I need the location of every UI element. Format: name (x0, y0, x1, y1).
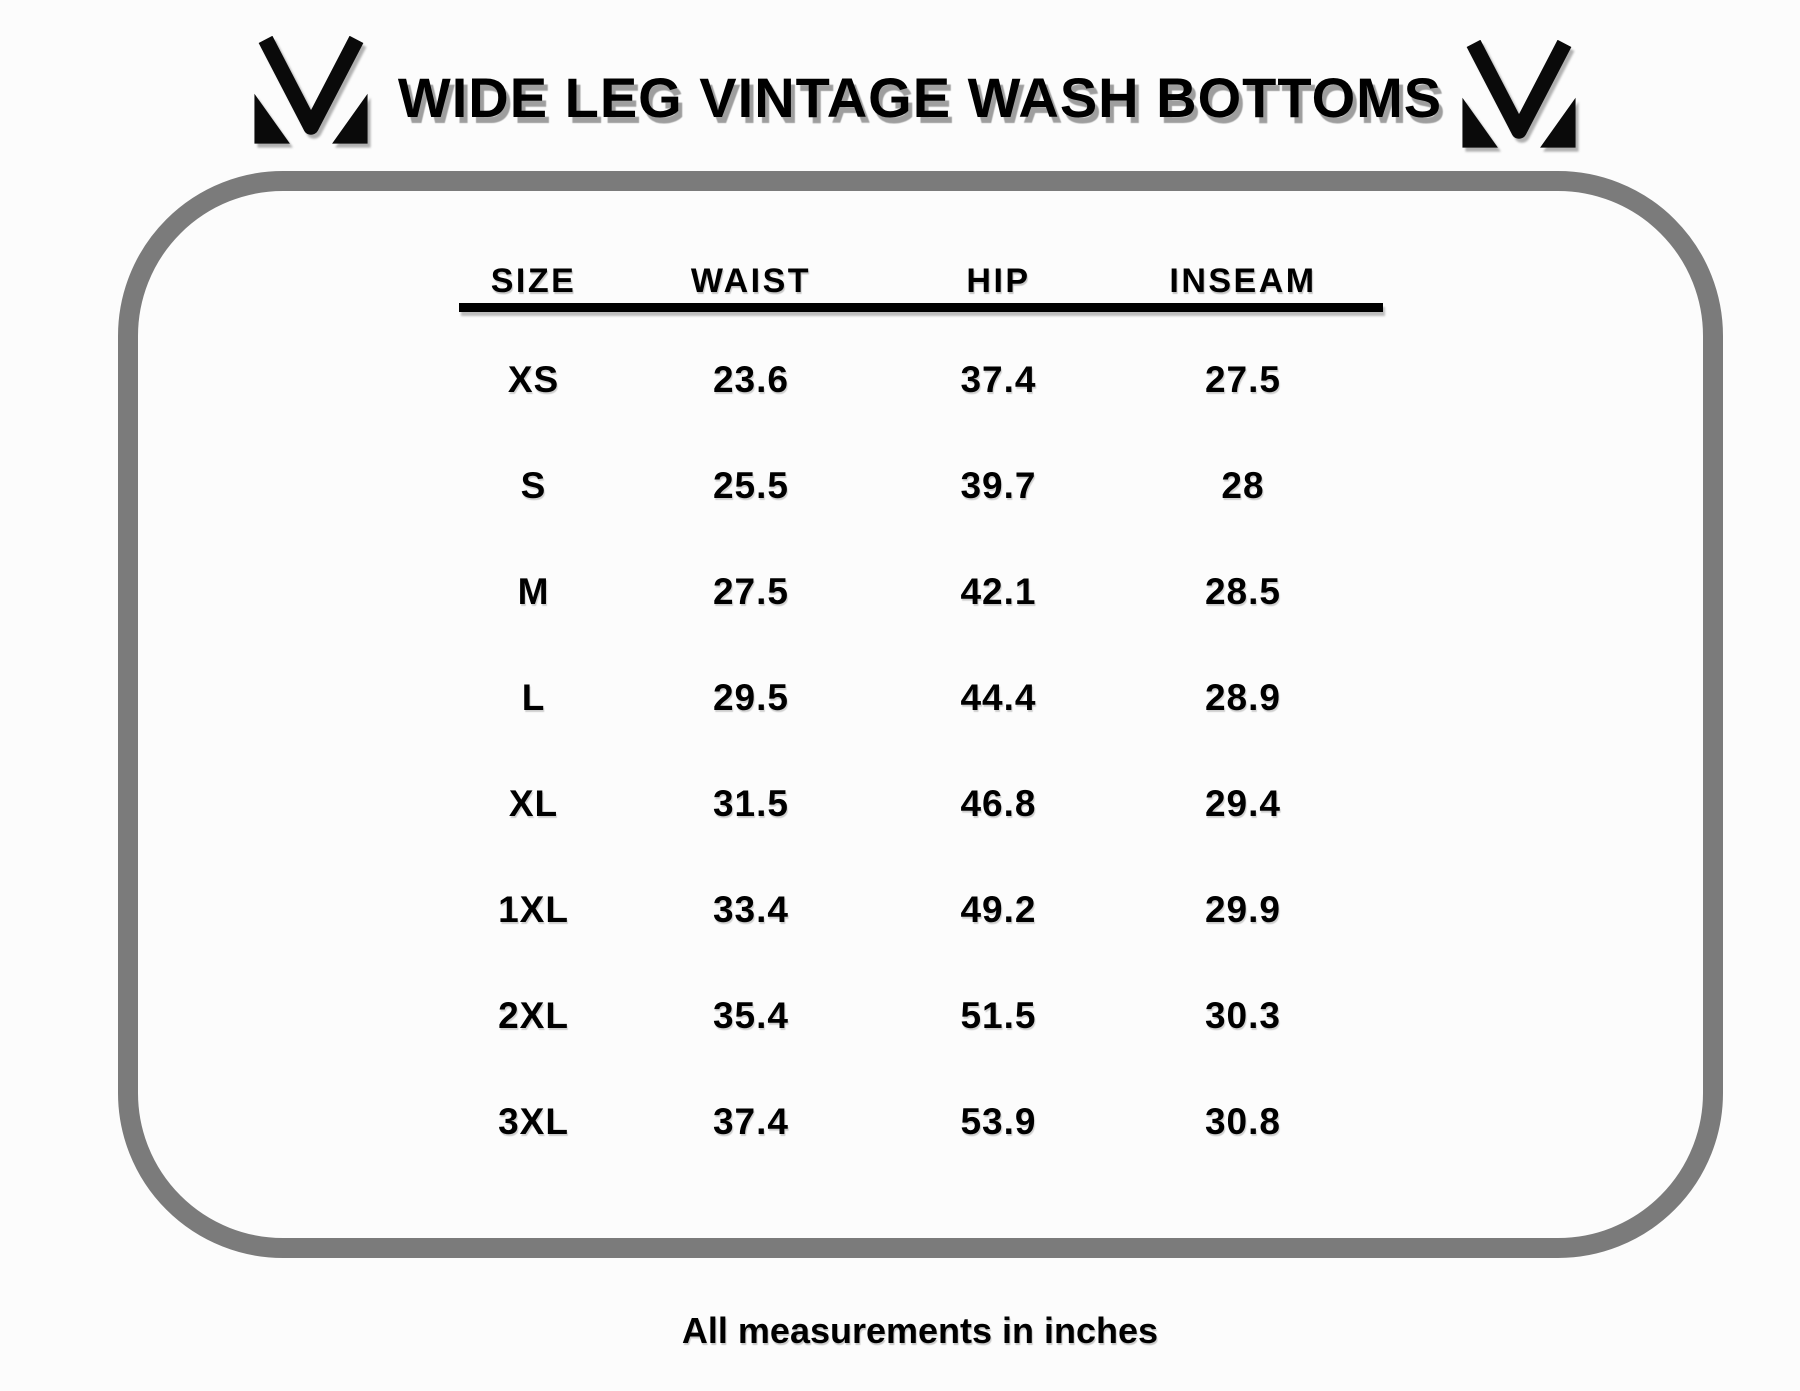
table-row: 1XL 33.4 49.2 29.9 (459, 857, 1383, 963)
units-note: All measurements in inches (681, 1310, 1159, 1351)
size-chart-table: SIZE WAIST HIP INSEAM XS 23.6 37.4 27.5 … (458, 259, 1383, 1175)
table-row: 3XL 37.4 53.9 30.8 (459, 1069, 1383, 1175)
table-body: XS 23.6 37.4 27.5 S 25.5 39.7 28 M 27.5 … (459, 327, 1383, 1175)
table-row: 2XL 35.4 51.5 30.3 (459, 963, 1383, 1069)
size-cell: L (521, 677, 546, 718)
waist-cell: 23.6 (712, 359, 789, 400)
waist-cell: 31.5 (712, 783, 789, 824)
page-title: WIDE LEG VINTAGE WASH BOTTOMS (397, 66, 1443, 129)
col-header-inseam: INSEAM (1169, 261, 1317, 300)
table-header-row: SIZE WAIST HIP INSEAM (459, 259, 1383, 303)
inseam-cell: 28 (1221, 465, 1265, 506)
inseam-cell: 29.9 (1204, 889, 1281, 930)
size-cell: S (520, 465, 547, 506)
inseam-cell: 30.8 (1204, 1101, 1281, 1142)
hip-cell: 51.5 (960, 995, 1037, 1036)
size-cell: 3XL (498, 1101, 569, 1142)
waist-cell: 35.4 (712, 995, 789, 1036)
size-cell: 2XL (498, 995, 569, 1036)
waist-cell: 33.4 (712, 889, 789, 930)
waist-cell: 29.5 (712, 677, 789, 718)
table-row: XS 23.6 37.4 27.5 (459, 327, 1383, 433)
col-header-hip: HIP (966, 261, 1031, 300)
table-row: XL 31.5 46.8 29.4 (459, 751, 1383, 857)
size-cell: M (517, 571, 550, 612)
table-row: M 27.5 42.1 28.5 (459, 539, 1383, 645)
size-cell: XL (508, 783, 559, 824)
size-cell: XS (507, 359, 560, 400)
size-chart-card: SIZE WAIST HIP INSEAM XS 23.6 37.4 27.5 … (118, 171, 1723, 1258)
waist-cell: 37.4 (712, 1101, 789, 1142)
hip-cell: 39.7 (960, 465, 1037, 506)
hip-cell: 49.2 (960, 889, 1037, 930)
waist-cell: 25.5 (712, 465, 789, 506)
hip-cell: 37.4 (960, 359, 1037, 400)
inseam-cell: 27.5 (1204, 359, 1281, 400)
inseam-cell: 29.4 (1204, 783, 1281, 824)
brand-logo-icon (1458, 39, 1580, 156)
hip-cell: 46.8 (960, 783, 1037, 824)
col-header-waist: WAIST (690, 261, 812, 300)
brand-logo-icon (250, 35, 372, 152)
inseam-cell: 28.9 (1204, 677, 1281, 718)
header-divider (458, 303, 1383, 312)
inseam-cell: 28.5 (1204, 571, 1281, 612)
hip-cell: 53.9 (960, 1101, 1037, 1142)
table-row: S 25.5 39.7 28 (459, 433, 1383, 539)
hip-cell: 44.4 (960, 677, 1037, 718)
inseam-cell: 30.3 (1204, 995, 1281, 1036)
table-row: L 29.5 44.4 28.9 (459, 645, 1383, 751)
waist-cell: 27.5 (712, 571, 789, 612)
size-cell: 1XL (498, 889, 569, 930)
col-header-size: SIZE (490, 261, 577, 300)
hip-cell: 42.1 (960, 571, 1037, 612)
